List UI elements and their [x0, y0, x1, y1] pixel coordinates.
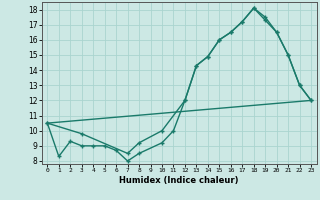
X-axis label: Humidex (Indice chaleur): Humidex (Indice chaleur)	[119, 176, 239, 185]
